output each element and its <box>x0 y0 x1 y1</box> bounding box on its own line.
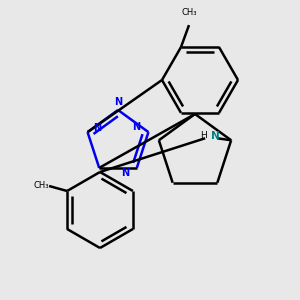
Text: CH₃: CH₃ <box>33 182 49 190</box>
Text: N: N <box>94 123 102 133</box>
Text: H: H <box>200 131 207 140</box>
Text: N: N <box>211 131 220 141</box>
Text: N: N <box>132 122 140 132</box>
Text: N: N <box>114 97 122 107</box>
Text: CH₃: CH₃ <box>181 8 197 17</box>
Text: N: N <box>121 168 129 178</box>
